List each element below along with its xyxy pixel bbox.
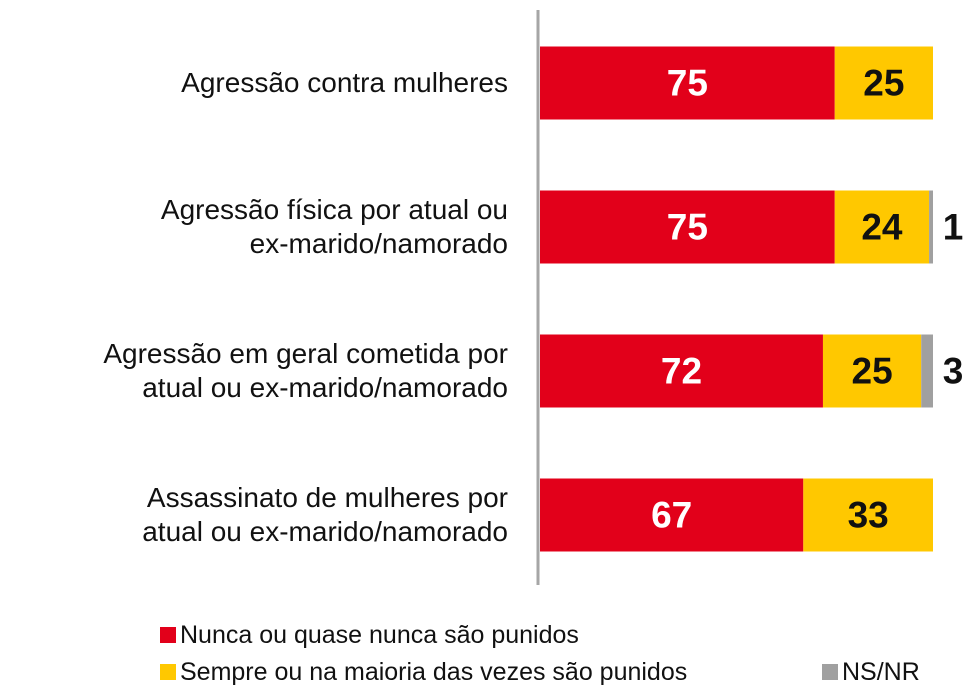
bar-segment [834, 46, 933, 120]
value-label: 67 [651, 495, 692, 536]
bar-segment [929, 190, 933, 264]
legend-swatch [822, 664, 838, 680]
category-label: Agressão contra mulheres [181, 67, 508, 98]
category-label: Assassinato de mulheres por atual ou ex-… [142, 482, 508, 547]
value-label: 75 [667, 63, 708, 104]
category-label: Agressão em geral cometida por atual ou … [103, 338, 508, 403]
bar-segment [822, 334, 922, 408]
bar-segment [540, 478, 804, 552]
bar-segment [921, 334, 933, 408]
value-label: 25 [863, 63, 904, 104]
value-label: 1 [943, 207, 964, 248]
bar-segment [540, 46, 835, 120]
value-label: 72 [661, 351, 702, 392]
category-label: Agressão física por atual ou ex-marido/n… [160, 194, 508, 259]
value-label: 25 [852, 351, 893, 392]
value-label: 3 [943, 351, 964, 392]
legend-label: NS/NR [842, 658, 920, 686]
legend-label: Sempre ou na maioria das vezes são punid… [180, 658, 687, 686]
value-label: 33 [848, 495, 889, 536]
legend-swatch [160, 664, 176, 680]
bar-segment [834, 190, 930, 264]
bar-segment [803, 478, 933, 552]
legend-swatch [160, 627, 176, 643]
legend-label: Nunca ou quase nunca são punidos [180, 621, 579, 649]
value-label: 75 [667, 207, 708, 248]
bar-segment [540, 334, 823, 408]
value-label: 24 [861, 207, 903, 248]
bar-segment [540, 190, 835, 264]
